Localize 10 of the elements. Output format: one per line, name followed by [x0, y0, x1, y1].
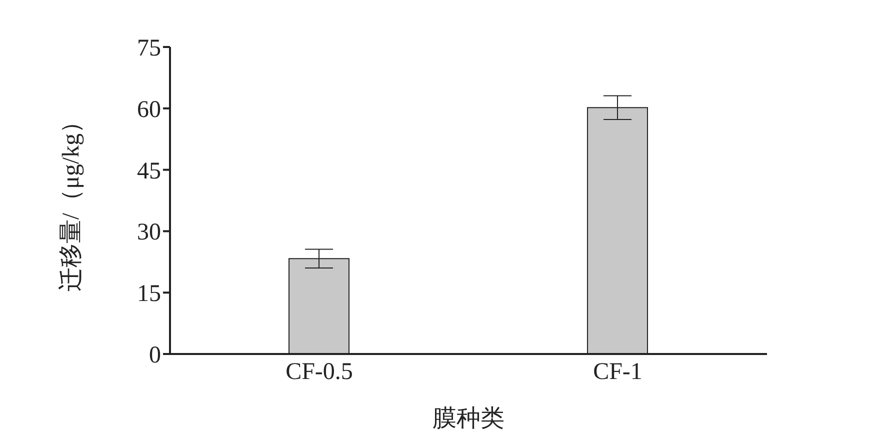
y-tick-label: 75 — [137, 36, 161, 62]
y-axis-title: 迁移量/（μg/kg） — [58, 109, 85, 292]
y-tick-label: 60 — [137, 96, 161, 123]
y-tick-label: 45 — [137, 158, 161, 184]
x-tick-label: CF-1 — [593, 359, 642, 386]
x-axis-title: 膜种类 — [432, 406, 504, 432]
y-tick-label: 30 — [137, 220, 161, 246]
y-tick-label: 0 — [149, 342, 161, 369]
x-tick-label: CF-0.5 — [286, 359, 353, 386]
y-tick-label: 15 — [137, 281, 161, 308]
